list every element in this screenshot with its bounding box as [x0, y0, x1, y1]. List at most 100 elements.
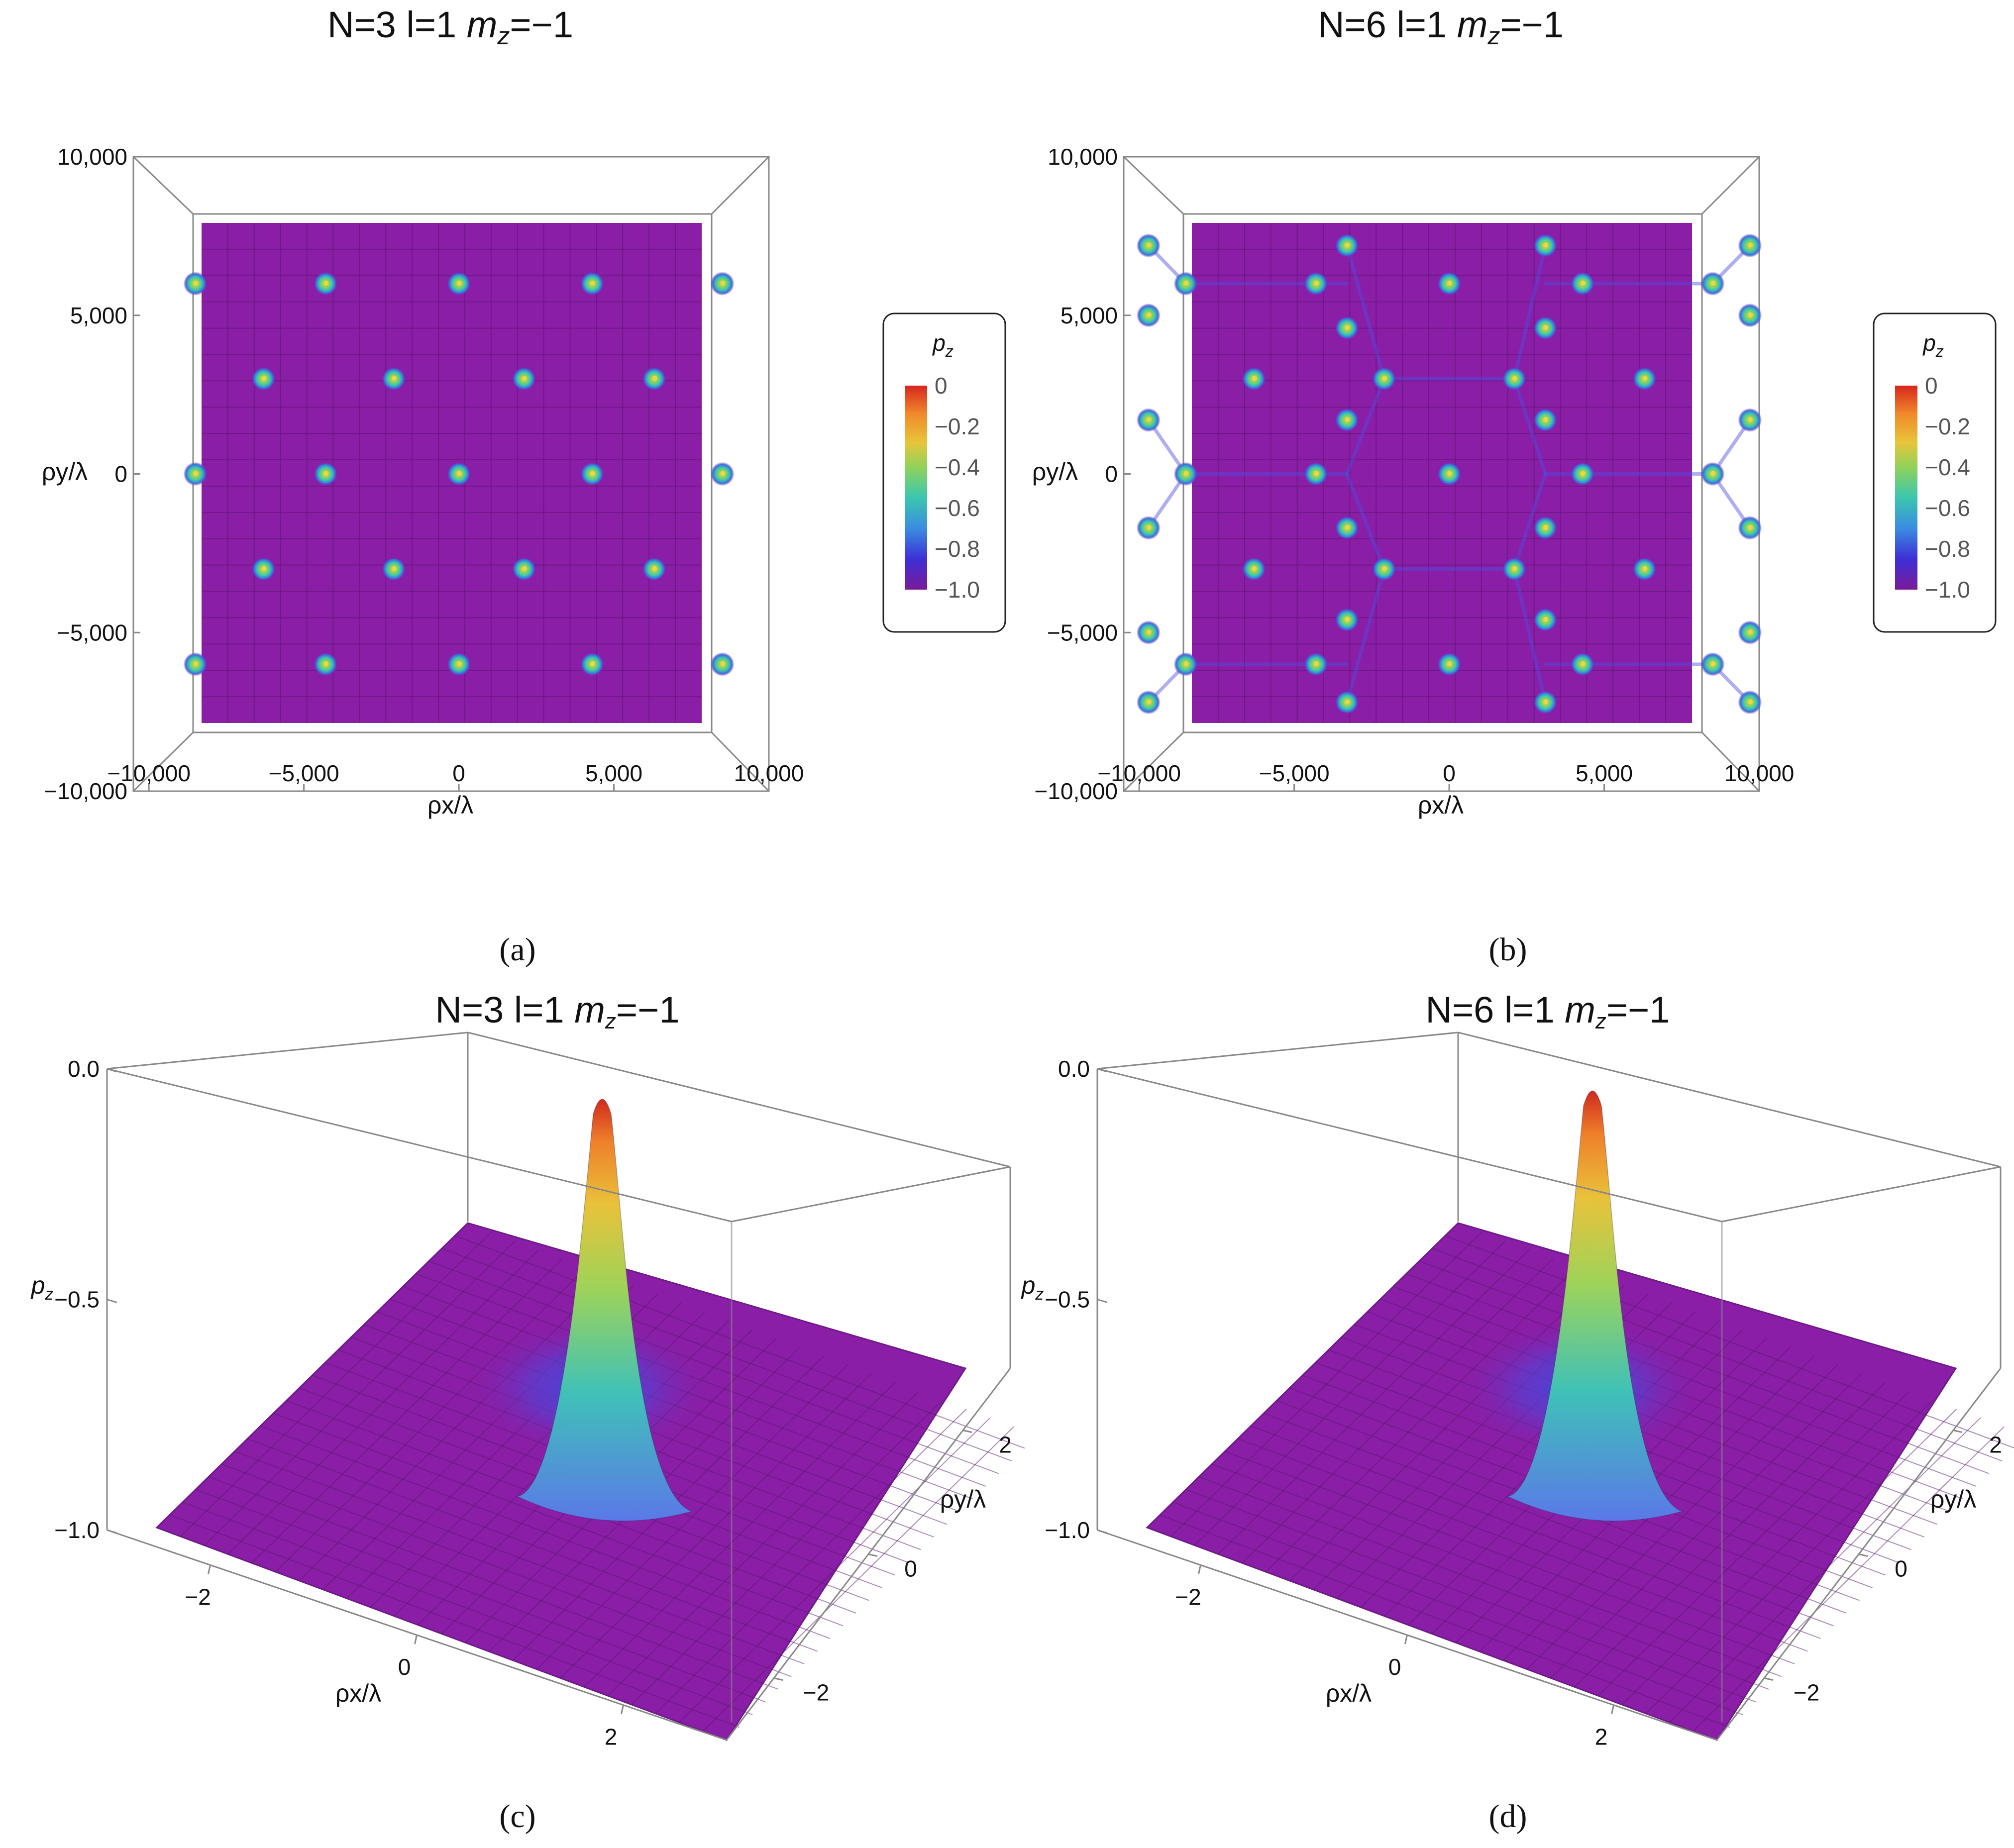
panel-a-legend-ticks: 0 −0.2 −0.4 −0.6 −0.8 −1.0	[935, 373, 980, 603]
panel-a-x-label: ρx/λ	[427, 791, 473, 819]
panel-a-peak-mark	[642, 557, 666, 581]
panel-b-peak-mark	[1136, 690, 1161, 715]
panel-d-y-tick-mark	[1858, 1553, 1868, 1557]
panel-a-peak-core	[590, 661, 595, 666]
panel-a-peak-mark	[580, 272, 604, 296]
panel-b-peak-core	[1748, 524, 1753, 530]
panel-c-x-tick-label: 0	[398, 1654, 411, 1680]
panel-b-peak-mark	[1173, 652, 1198, 676]
panel-b-peak-mark	[1304, 462, 1328, 486]
panel-b-frame-edge	[1701, 156, 1760, 215]
panel-c-box-edge	[467, 1031, 1011, 1168]
panel-d: N=6 l=1 mz=−1 0.0 −0.5 −1.0 −2 0 2 2 0 −2 ρx/λ…	[1021, 989, 2014, 1835]
panel-c-y-tick-mark	[773, 1677, 783, 1681]
panel-d-y-label: ρy/λ	[1930, 1485, 1976, 1513]
panel-b-peak-core	[1512, 566, 1517, 571]
panel-b-peak-core	[1382, 566, 1387, 571]
panel-d-y-tick-label: −2	[1794, 1680, 1819, 1706]
panel-a-peak-mark	[642, 367, 666, 391]
panel-d-surface-grid-line	[1693, 1426, 2005, 1732]
panel-b-lattice-line	[1345, 567, 1386, 704]
panel-b-peaks	[1136, 233, 1762, 715]
panel-a-frame-edge	[711, 731, 770, 792]
panel-a-x-tick-label: −5,000	[269, 760, 339, 786]
panel-d-box-edge	[1097, 1031, 1459, 1070]
panel-b-legend-tick-label: −0.4	[1925, 454, 1970, 480]
panel-a-peak-core	[323, 471, 329, 476]
panel-c-box-edge	[106, 1031, 468, 1070]
panel-b-x-tick-label: 10,000	[1724, 760, 1795, 786]
panel-b-peak-mark	[1738, 515, 1762, 540]
panel-d-x-ticks: −2 0 2	[1175, 1565, 1614, 1750]
panel-b-caption: (b)	[1489, 931, 1527, 968]
panel-d-surface-grid-line	[1172, 1502, 1743, 1715]
panel-c-y-tick-label: 2	[999, 1432, 1012, 1458]
panel-a-legend-tick-label: −0.4	[935, 454, 980, 480]
panel-d-x-tick-mark	[1404, 1635, 1408, 1644]
panel-b-peak-core	[1710, 281, 1716, 286]
panel-c-x-tick-mark	[621, 1705, 624, 1714]
panel-d-surface-grid-line	[1185, 1489, 1756, 1703]
panel-a-peak-mark	[314, 652, 338, 676]
panel-c-title: N=3 l=1 mz=−1	[435, 989, 680, 1033]
panel-a-peak-core	[720, 281, 726, 286]
panel-b-peak-core	[1252, 566, 1257, 571]
panel-b-peak-core	[1183, 661, 1189, 666]
panel-b-peak-mark	[1173, 272, 1198, 296]
panel-b-y-tick-label: −5,000	[1047, 619, 1118, 645]
panel-b-peak-core	[1543, 524, 1549, 530]
panel-a-peak-mark	[251, 557, 276, 581]
panel-a-peak-mark	[183, 652, 208, 676]
panel-c-x-tick-mark	[414, 1635, 418, 1644]
panel-b-peak-mark	[1738, 690, 1762, 715]
panel-b-peak-mark	[1242, 367, 1266, 391]
panel-b-peak-mark	[1335, 690, 1359, 715]
panel-b-peak-core	[1314, 661, 1319, 666]
panel-d-x-tick-label: 0	[1388, 1654, 1401, 1680]
panel-b-peak-core	[1146, 699, 1152, 705]
panel-b-peak-core	[1748, 417, 1753, 422]
panel-a-y-label: ρy/λ	[42, 458, 88, 486]
panel-a-peak-mark	[382, 367, 406, 391]
panel-b-y-tick-label: 10,000	[1048, 144, 1118, 170]
panel-b-peak-core	[1345, 417, 1350, 422]
panel-b-peak-core	[1748, 242, 1753, 248]
panel-a-peak-core	[261, 376, 267, 381]
panel-c-surface-grid-line	[182, 1502, 753, 1715]
panel-b-peak-core	[1345, 242, 1350, 248]
panel-c-x-tick-mark	[208, 1565, 211, 1574]
panel-a-peak-core	[652, 566, 657, 571]
panel-a-peak-mark	[512, 557, 536, 581]
panel-b-peak-core	[1447, 281, 1453, 286]
panel-b-peak-mark	[1136, 515, 1161, 540]
panel-b-peak-mark	[1700, 272, 1725, 296]
panel-a-legend-tick-label: −0.2	[935, 413, 980, 439]
panel-c-surface-grid-line	[208, 1476, 779, 1690]
panel-b-peak-mark	[1304, 652, 1328, 676]
panel-c-surface-grid-line	[655, 1408, 967, 1714]
panel-b-peak-core	[1252, 376, 1257, 381]
panel-b-peak-core	[1345, 616, 1350, 622]
panel-a-peak-core	[392, 566, 397, 571]
panel-b-peak-mark	[1173, 462, 1198, 486]
panel-b-peak-mark	[1738, 620, 1762, 645]
panel-b-peak-core	[1146, 417, 1152, 422]
panel-b-peak-core	[1183, 471, 1189, 476]
panel-a-mesh-grid	[202, 223, 702, 723]
panel-a-frame-edge	[711, 156, 770, 215]
panel-b-frame-edge	[1701, 731, 1760, 792]
panel-b-peak-mark	[1502, 557, 1526, 581]
panel-a-legend: pz 0 −0.2 −0.4 −0.6 −0.8 −1.0	[882, 312, 1006, 633]
panel-b-peak-mark	[1570, 272, 1594, 296]
panel-b-peak-mark	[1335, 316, 1359, 340]
panel-a-peak-core	[457, 471, 462, 476]
panel-b-peak-mark	[1372, 367, 1396, 391]
panel-b-lattice-line	[1512, 472, 1547, 571]
panel-a-peak-core	[590, 281, 595, 286]
panel-b-peak-mark	[1136, 620, 1161, 645]
panel-a-caption: (a)	[499, 931, 535, 968]
panel-c-z-tick-label: −1.0	[54, 1517, 100, 1543]
panel-a-peak-mark	[251, 367, 276, 391]
panel-d-y-tick-label: 2	[1989, 1432, 2002, 1458]
panel-b-peak-core	[1447, 661, 1453, 666]
